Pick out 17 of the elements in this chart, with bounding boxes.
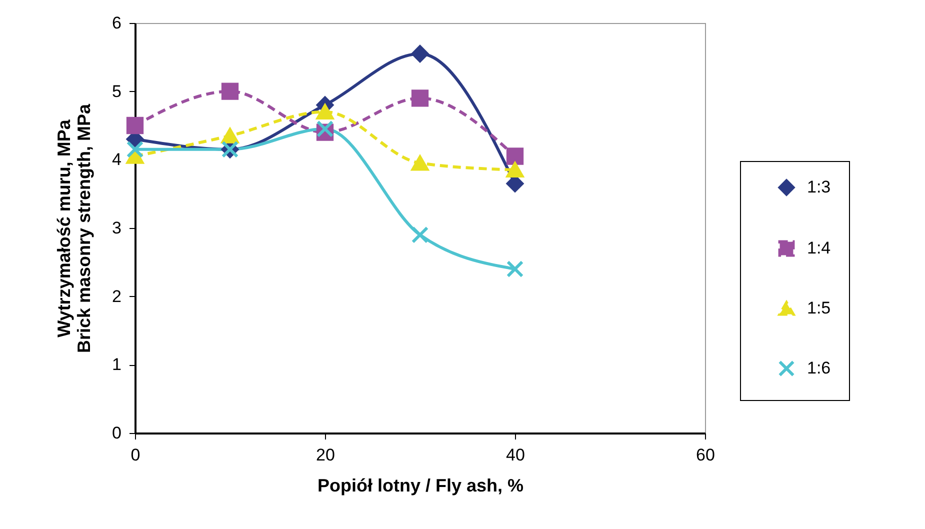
legend-label: 1:5: [807, 298, 831, 318]
y-tick-label: 3: [112, 218, 122, 238]
x-tick-label: 60: [696, 446, 715, 464]
y-axis-title: Wytrzymałość muru, MPa Brick masonry strength, MPa: [54, 102, 94, 354]
x-tick-label: 40: [506, 446, 525, 464]
legend-label: 1:3: [807, 178, 831, 196]
legend-label: 1:4: [807, 238, 831, 258]
y-tick-label: 4: [112, 150, 122, 170]
legend-label: 1:6: [807, 358, 831, 378]
y-tick-label: 1: [112, 355, 122, 374]
x-tick-label: 20: [316, 446, 335, 464]
y-tick-label: 2: [112, 286, 122, 306]
y-tick-label: 6: [112, 14, 122, 32]
y-tick-label: 0: [112, 424, 122, 442]
y-tick-label: 5: [112, 82, 122, 101]
x-tick-label: 0: [130, 446, 140, 464]
x-axis-title: Popiół lotny / Fly ash, %: [317, 476, 524, 496]
